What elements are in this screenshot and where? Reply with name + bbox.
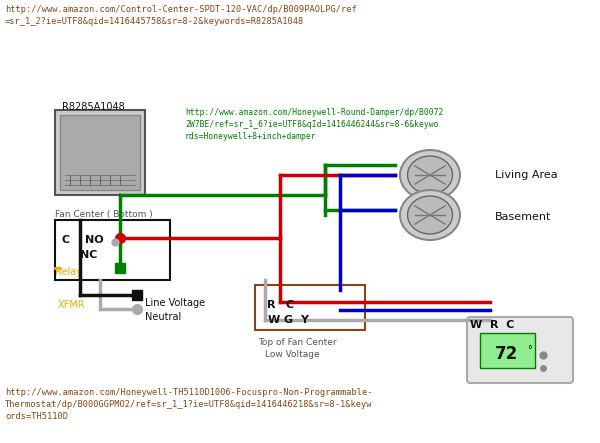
- Text: G: G: [283, 315, 292, 325]
- Text: 72: 72: [496, 345, 518, 363]
- Text: W  R  C: W R C: [470, 320, 514, 330]
- Text: R8285A1048: R8285A1048: [62, 102, 125, 112]
- Text: Basement: Basement: [495, 212, 551, 222]
- Text: Low Voltage: Low Voltage: [265, 350, 320, 359]
- Text: http://www.amazon.com/Honeywell-Round-Damper/dp/B0072
2W7BE/ref=sr_1_6?ie=UTF8&q: http://www.amazon.com/Honeywell-Round-Da…: [185, 108, 443, 140]
- Ellipse shape: [400, 150, 460, 200]
- Text: Top of Fan Center: Top of Fan Center: [258, 338, 337, 347]
- Bar: [255, 285, 365, 330]
- Text: W: W: [268, 315, 280, 325]
- Ellipse shape: [407, 196, 452, 234]
- Text: XFMR: XFMR: [58, 300, 86, 310]
- Text: Y: Y: [300, 315, 308, 325]
- FancyBboxPatch shape: [467, 317, 573, 383]
- FancyBboxPatch shape: [55, 110, 145, 195]
- Bar: [480, 333, 535, 368]
- Text: NC: NC: [80, 250, 97, 260]
- Text: NO: NO: [85, 235, 104, 245]
- Text: http://www.amazon.com/Control-Center-SPDT-120-VAC/dp/B009PAOLPG/ref
=sr_1_2?ie=U: http://www.amazon.com/Control-Center-SPD…: [5, 5, 357, 26]
- Text: Line Voltage: Line Voltage: [145, 298, 205, 308]
- Text: Living Area: Living Area: [495, 170, 557, 180]
- Text: http://www.amazon.com/Honeywell-TH5110D1006-Focuspro-Non-Programmable-
Thermosta: http://www.amazon.com/Honeywell-TH5110D1…: [5, 388, 373, 420]
- Text: Relay: Relay: [55, 267, 82, 277]
- Ellipse shape: [400, 190, 460, 240]
- Text: R: R: [267, 300, 275, 310]
- Text: Neutral: Neutral: [145, 312, 181, 322]
- Text: C: C: [62, 235, 70, 245]
- Text: Fan Center ( Bottom ): Fan Center ( Bottom ): [55, 210, 153, 219]
- Text: C: C: [285, 300, 293, 310]
- Bar: [55, 220, 170, 280]
- FancyBboxPatch shape: [60, 115, 140, 190]
- Text: °: °: [527, 345, 532, 355]
- Ellipse shape: [407, 156, 452, 194]
